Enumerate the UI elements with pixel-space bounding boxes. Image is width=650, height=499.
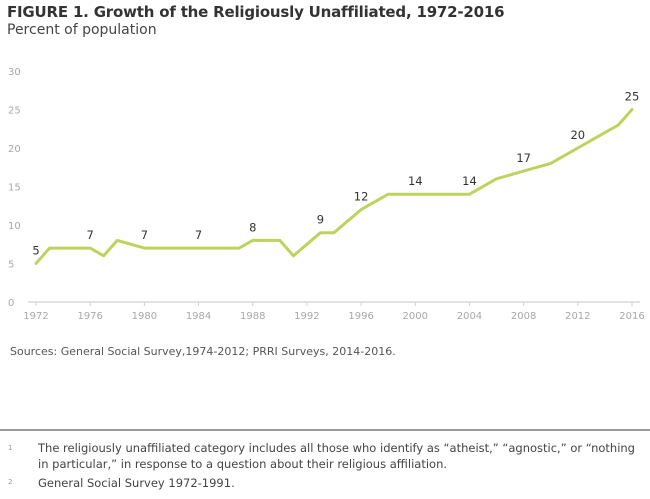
- data-label: 7: [141, 228, 148, 242]
- data-point: [630, 108, 634, 111]
- x-tick-label: 1980: [132, 311, 157, 322]
- figure-title: FIGURE 1. Growth of the Religiously Unaf…: [7, 3, 505, 21]
- x-tick-label: 1996: [348, 311, 373, 322]
- data-point: [210, 246, 214, 250]
- footnote-number: 2: [8, 478, 13, 486]
- data-label: 8: [249, 220, 256, 234]
- data-point: [61, 246, 65, 250]
- footnote-text: The religiously unaffiliated category in…: [38, 441, 635, 471]
- y-axis: 0 5 10 15 20 25 30: [8, 67, 21, 309]
- data-label: 7: [87, 228, 94, 242]
- data-point: [292, 254, 295, 257]
- data-point: [75, 246, 78, 250]
- data-point: [386, 193, 390, 196]
- x-tick-label: 1976: [77, 311, 102, 322]
- data-point: [265, 239, 268, 242]
- data-label: 14: [408, 174, 423, 188]
- data-point: [116, 239, 119, 242]
- figure-subtitle: Percent of population: [7, 22, 157, 38]
- data-point: [468, 193, 471, 196]
- data-point: [237, 246, 241, 250]
- data-points: [34, 108, 634, 265]
- x-tick-label: 1992: [294, 311, 319, 322]
- x-tick-label: 2008: [511, 311, 536, 322]
- y-tick-label: 15: [8, 183, 21, 194]
- data-point: [522, 169, 525, 173]
- data-point: [197, 246, 200, 250]
- y-tick-label: 20: [8, 144, 21, 155]
- data-point: [143, 246, 146, 250]
- data-labels: 5 7 7 7 8 9 12 14 14 17 20 25: [32, 90, 639, 258]
- data-point: [441, 193, 444, 196]
- data-point: [183, 246, 187, 250]
- data-label: 12: [354, 190, 369, 204]
- data-point: [332, 231, 336, 234]
- y-tick-label: 5: [8, 260, 14, 271]
- data-point: [34, 262, 38, 265]
- data-point: [251, 239, 254, 242]
- x-tick-label: 2000: [403, 311, 428, 322]
- sources-note: Sources: General Social Survey,1974-2012…: [10, 345, 396, 358]
- x-tick-label: 2004: [457, 311, 482, 322]
- data-point: [603, 131, 607, 134]
- data-label: 9: [317, 213, 324, 227]
- data-label: 17: [516, 151, 531, 165]
- y-tick-label: 25: [8, 106, 21, 117]
- x-tick-label: 1972: [23, 311, 48, 322]
- data-point: [549, 162, 552, 165]
- data-point: [414, 193, 417, 196]
- data-point: [359, 208, 363, 211]
- data-point: [88, 246, 92, 250]
- data-label: 14: [462, 174, 477, 188]
- data-point: [319, 231, 322, 234]
- x-tick-label: 2012: [565, 311, 590, 322]
- series-line-unaffiliated: [34, 108, 634, 265]
- data-point: [495, 177, 498, 180]
- footnote-divider: [0, 429, 650, 431]
- data-point: [617, 123, 620, 127]
- data-label: 20: [570, 128, 585, 142]
- x-tick-label: 2016: [619, 311, 644, 322]
- line-chart: 0 5 10 15 20 25 30 1972 1976 1980 1984 1988 1992 199…: [8, 67, 645, 322]
- x-tick-label: 1988: [240, 311, 265, 322]
- y-tick-label: 10: [8, 221, 21, 232]
- x-tick-label: 1984: [186, 311, 211, 322]
- data-point: [170, 246, 173, 250]
- data-point: [278, 239, 282, 242]
- data-point: [224, 246, 227, 250]
- data-point: [576, 146, 580, 150]
- data-point: [102, 254, 105, 257]
- y-tick-label: 0: [8, 298, 14, 309]
- data-label: 25: [625, 90, 640, 104]
- y-tick-label: 30: [8, 67, 21, 78]
- data-label: 7: [195, 228, 202, 242]
- data-label: 5: [32, 244, 39, 258]
- footnote-number: 1: [8, 444, 13, 452]
- data-point: [48, 246, 51, 250]
- footnote-text: General Social Survey 1972-1991.: [38, 476, 235, 490]
- x-axis: 1972 1976 1980 1984 1988 1992 1996 2000 2004 2008…: [23, 302, 645, 322]
